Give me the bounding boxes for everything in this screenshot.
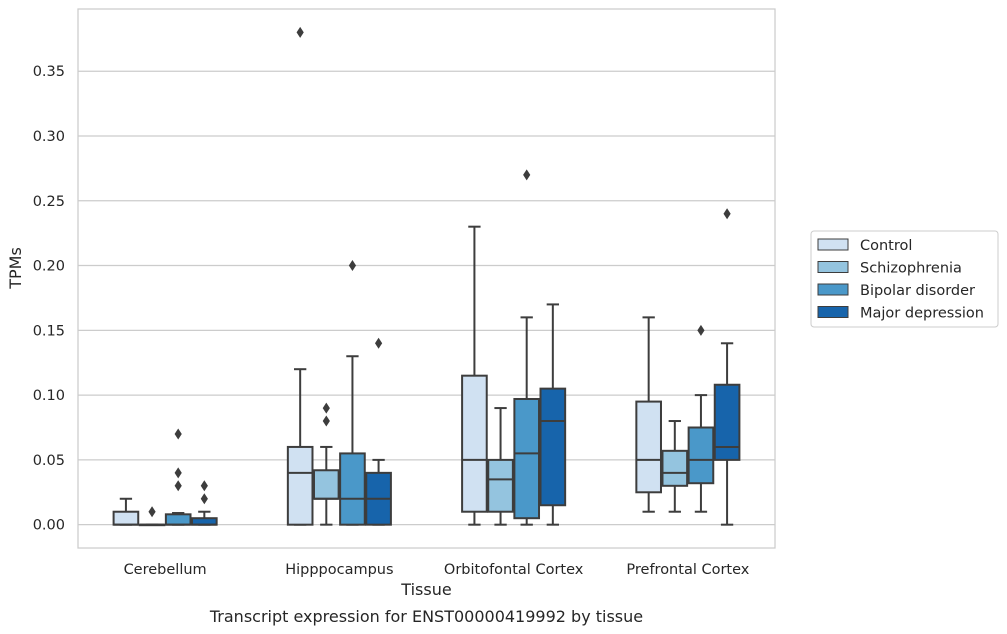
y-tick-label: 0.15	[33, 323, 65, 339]
legend-label: Control	[860, 238, 912, 254]
x-tick-label: Orbitofontal Cortex	[444, 562, 584, 578]
y-tick-label: 0.35	[33, 64, 65, 80]
plot-frame	[77, 8, 776, 549]
y-tick-label: 0.00	[33, 518, 65, 534]
box	[286, 445, 314, 526]
box	[661, 449, 689, 487]
outlier-point	[523, 169, 531, 181]
box-group	[461, 225, 488, 526]
outlier-point	[148, 506, 156, 518]
outlier-point	[174, 480, 182, 492]
box	[539, 387, 567, 507]
box	[112, 510, 140, 526]
box	[713, 383, 741, 461]
box	[687, 426, 715, 485]
legend-swatch	[817, 261, 849, 273]
grid-lines	[78, 70, 775, 526]
box-group	[661, 420, 689, 513]
chart-caption: Transcript expression for ENST0000041999…	[209, 607, 643, 626]
box-group	[191, 480, 218, 526]
outlier-point	[296, 26, 304, 38]
x-tick-label: Prefrontal Cortex	[626, 562, 749, 578]
box-group	[713, 208, 741, 526]
box-group	[635, 316, 662, 513]
outlier-point	[348, 260, 357, 272]
legend-label: Schizophrenia	[860, 261, 962, 277]
box-group	[365, 337, 392, 526]
x-tick-labels: Cerebellum Hipppocampus Orbitofontal Corte…	[124, 562, 750, 578]
outlier-point	[374, 337, 383, 349]
outlier-point	[723, 208, 731, 220]
legend-label: Bipolar disorder	[860, 283, 975, 299]
y-tick-label: 0.05	[33, 453, 65, 469]
y-tick-label: 0.25	[33, 194, 65, 210]
box-group	[164, 428, 192, 526]
y-tick-label: 0.20	[33, 259, 65, 275]
box	[339, 452, 366, 526]
x-tick-label: Hipppocampus	[285, 562, 393, 578]
box	[487, 458, 514, 513]
box-group	[112, 497, 140, 526]
boxes	[112, 26, 741, 527]
box	[635, 400, 662, 494]
box	[312, 469, 340, 500]
box-group	[312, 402, 340, 526]
box-group	[339, 260, 366, 526]
outlier-point	[174, 428, 182, 440]
outlier-point	[697, 324, 705, 336]
box-group	[487, 407, 514, 526]
box-group	[286, 26, 314, 526]
legend-label: Major depression	[860, 306, 984, 322]
outlier-point	[200, 493, 208, 505]
x-tick-label: Cerebellum	[124, 562, 207, 578]
box-group	[687, 324, 715, 513]
legend-swatch	[817, 283, 849, 296]
outlier-point	[174, 467, 182, 479]
outlier-point	[322, 402, 330, 414]
y-tick-label: 0.10	[33, 388, 65, 404]
box	[461, 374, 488, 513]
legend-swatch	[817, 306, 849, 318]
box	[164, 513, 192, 526]
box-group	[539, 303, 567, 526]
legend-swatch	[817, 238, 849, 251]
box-group	[138, 506, 166, 527]
legend-frame	[810, 230, 999, 328]
outlier-point	[322, 415, 330, 427]
x-axis-label: Tissue	[400, 580, 451, 599]
y-tick-labels: 0.00 0.05 0.10 0.15 0.20 0.25 0.30 0.35	[33, 64, 65, 533]
y-axis-label: TPMs	[6, 247, 25, 290]
box-group	[513, 169, 541, 526]
box	[513, 397, 541, 520]
y-tick-label: 0.30	[33, 129, 65, 145]
legend: Control Schizophrenia Bipolar disorder Majo…	[810, 230, 999, 328]
outlier-point	[200, 480, 208, 492]
